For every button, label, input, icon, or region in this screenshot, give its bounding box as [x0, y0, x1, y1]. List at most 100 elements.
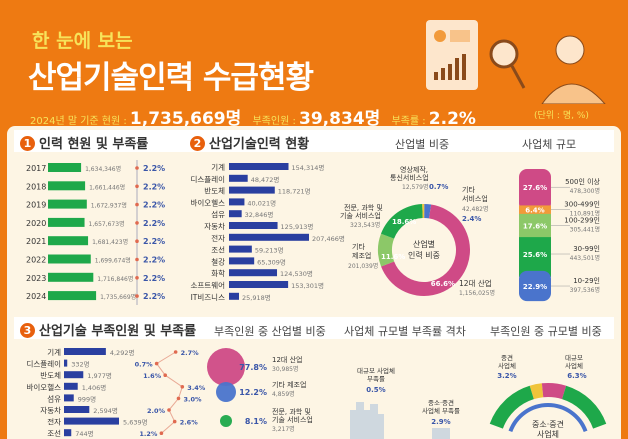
industry-label: 조선: [47, 429, 61, 438]
industry-bar: [229, 210, 242, 218]
slice-pct: 66.6%: [431, 280, 455, 288]
segment-count: 110,891명: [570, 210, 600, 218]
size-gap-label: 부족률: [367, 375, 385, 383]
rate-value: 2.7%: [181, 349, 200, 357]
industry-label: 자동차: [204, 222, 225, 231]
industry-value: 65,309명: [257, 257, 286, 266]
header-subtitle: 한 눈에 보는: [32, 30, 133, 52]
report-icon: [426, 20, 478, 90]
segment-name: 30-99인: [573, 244, 600, 253]
headcount-bar: [48, 199, 87, 209]
header-stats: 2024년 말 기준 현원 : 1,735,669명 부족인원 : 39,834…: [30, 104, 484, 129]
segment-count: 478,300명: [570, 187, 600, 195]
shortage-value: 1,406명: [82, 383, 107, 392]
industry-bar: [229, 281, 289, 288]
donut-center-label: 산업별: [413, 239, 435, 249]
headcount-value: 1,634,346명: [85, 165, 121, 173]
shortage-value: 744명: [75, 429, 93, 438]
shortage-value: 1,977명: [87, 371, 112, 380]
shortage-bar: [64, 348, 106, 355]
bubble-name: 기타 제조업: [272, 380, 306, 389]
header-title: 산업기술인력 수급현황: [28, 60, 314, 96]
section2-number: 2: [190, 136, 205, 151]
industry-value: 25,918명: [242, 293, 271, 302]
slice-name: 기타: [352, 242, 365, 251]
industry-label: 전자: [211, 233, 225, 243]
headcount-bar: [48, 291, 97, 301]
year-label: 2019: [26, 201, 46, 210]
segment-count: 397,536명: [570, 286, 600, 294]
slice-count: 201,039명: [348, 262, 378, 270]
industry-value: 153,301명: [291, 281, 324, 290]
segment-pct: 6.4%: [525, 207, 544, 215]
shortage-value: 5,639명: [123, 418, 148, 427]
industry-label: 조선: [211, 246, 225, 255]
rate-value: 0.7%: [135, 361, 154, 369]
shortage-bar: [64, 371, 84, 379]
rate-dot: [135, 294, 139, 298]
bubble-name: 12대 산업: [272, 355, 302, 364]
donut-slice: [380, 204, 423, 239]
shortage-industry-share-title: 부족인원 중 산업별 비중: [214, 325, 326, 338]
donut-slice: [529, 383, 544, 400]
shortage-label: 부족인원 :: [252, 116, 296, 127]
slice-name: 12대 산업: [459, 278, 492, 288]
rate-value: 3.0%: [184, 395, 203, 403]
share-bubble: [220, 415, 232, 427]
size-gap-value: 0.5%: [366, 386, 385, 394]
headcount-bar: [48, 181, 86, 191]
industry-label: 바이오헬스: [191, 197, 226, 207]
bubble-pct: 77.8%: [239, 363, 267, 372]
slice-name: 영상제작,: [400, 165, 428, 174]
rate-dot: [180, 385, 185, 389]
headcount-value: 1,735,669명: [100, 293, 136, 301]
size-gap-label: 대규모 사업체: [357, 366, 395, 375]
section3-title-text: 산업기술 부족인원 및 부족률: [39, 324, 197, 339]
large-company-building: [350, 402, 384, 439]
bubble-count: 3,217명: [272, 425, 295, 433]
industry-value: 207,466명: [312, 234, 345, 243]
year-label: 2023: [26, 274, 46, 283]
section-header-strip: [14, 130, 614, 152]
inner-ring: [508, 403, 588, 433]
headcount-value: 1,699,674명: [95, 257, 131, 265]
rate-dot: [135, 221, 139, 225]
slice-pct: 2.4%: [462, 215, 481, 223]
headcount-value: 1,716,846명: [97, 275, 133, 283]
company-size-segment: [519, 270, 551, 302]
slice-name: 사업체: [565, 361, 583, 370]
industry-label: 기계: [211, 162, 225, 172]
share-bubble: [216, 382, 236, 402]
headcount-bar: [48, 217, 85, 227]
slice-count: 12,579명: [402, 183, 429, 191]
rate-dot: [176, 396, 181, 401]
slice-name: 기타: [462, 185, 475, 194]
industry-label: 반도체: [40, 370, 61, 380]
segment-name: 500인 이상: [565, 177, 600, 186]
magnifier-icon: [489, 39, 526, 89]
shortage-bar: [64, 406, 90, 413]
shortage-value: 332명: [71, 360, 89, 369]
headcount-bar: [48, 163, 82, 172]
rate-line: [155, 351, 183, 434]
rate-value: 2.2%: [143, 201, 165, 210]
headcount-value: 1,681,423명: [92, 238, 128, 246]
slice-pct: 18.6%: [392, 218, 416, 226]
rate-value: 2.2%: [143, 292, 165, 301]
rate-dot: [135, 166, 139, 170]
industry-bar: [229, 245, 252, 253]
section-header-strip: [14, 317, 614, 339]
slice-name: 통신서비스업: [390, 173, 429, 182]
rate-value: 2.2%: [143, 274, 165, 283]
section1-number: 1: [20, 136, 35, 151]
industry-value: 124,530명: [280, 269, 313, 278]
donut-center-label: 사업체: [537, 429, 559, 439]
industry-bar: [229, 163, 289, 170]
bubble-pct: 8.1%: [245, 417, 267, 426]
rate-dot: [167, 408, 171, 412]
company-size-segment: [519, 237, 551, 277]
current-label: 2024년 말 기준 현원 :: [30, 116, 127, 127]
industry-value: 40,021명: [247, 198, 276, 207]
rate-value: 2.6%: [180, 419, 199, 427]
donut-slice: [422, 204, 425, 219]
